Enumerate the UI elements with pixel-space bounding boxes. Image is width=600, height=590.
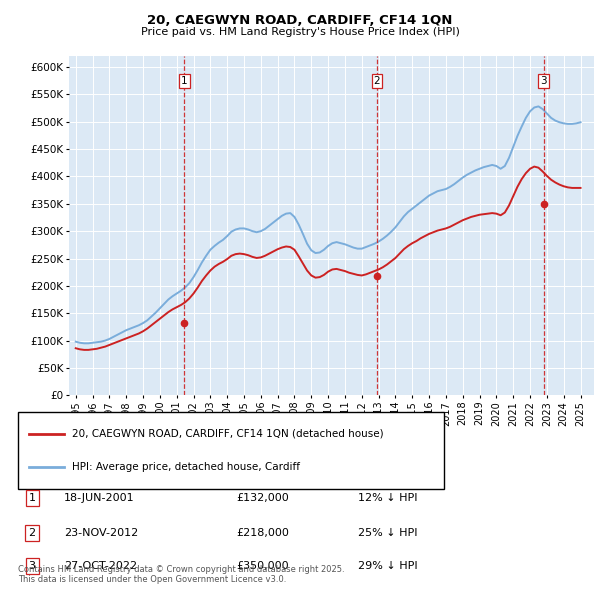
Text: Contains HM Land Registry data © Crown copyright and database right 2025.
This d: Contains HM Land Registry data © Crown c… xyxy=(18,565,344,584)
Text: 1: 1 xyxy=(29,493,35,503)
Text: Price paid vs. HM Land Registry's House Price Index (HPI): Price paid vs. HM Land Registry's House … xyxy=(140,28,460,37)
Text: 18-JUN-2001: 18-JUN-2001 xyxy=(64,493,134,503)
Text: 3: 3 xyxy=(541,76,547,86)
Text: £218,000: £218,000 xyxy=(236,528,290,538)
Text: £350,000: £350,000 xyxy=(236,561,289,571)
Text: 2: 2 xyxy=(374,76,380,86)
Text: 20, CAEGWYN ROAD, CARDIFF, CF14 1QN: 20, CAEGWYN ROAD, CARDIFF, CF14 1QN xyxy=(148,14,452,27)
Text: 23-NOV-2012: 23-NOV-2012 xyxy=(64,528,138,538)
Text: HPI: Average price, detached house, Cardiff: HPI: Average price, detached house, Card… xyxy=(73,463,301,473)
Text: £132,000: £132,000 xyxy=(236,493,289,503)
Text: 27-OCT-2022: 27-OCT-2022 xyxy=(64,561,137,571)
Text: 12% ↓ HPI: 12% ↓ HPI xyxy=(358,493,417,503)
Text: 29% ↓ HPI: 29% ↓ HPI xyxy=(358,561,417,571)
Text: 3: 3 xyxy=(29,561,35,571)
Text: 2: 2 xyxy=(29,528,36,538)
Text: 20, CAEGWYN ROAD, CARDIFF, CF14 1QN (detached house): 20, CAEGWYN ROAD, CARDIFF, CF14 1QN (det… xyxy=(73,429,384,439)
Text: 1: 1 xyxy=(181,76,188,86)
Text: 25% ↓ HPI: 25% ↓ HPI xyxy=(358,528,417,538)
Bar xyxy=(18,412,444,489)
